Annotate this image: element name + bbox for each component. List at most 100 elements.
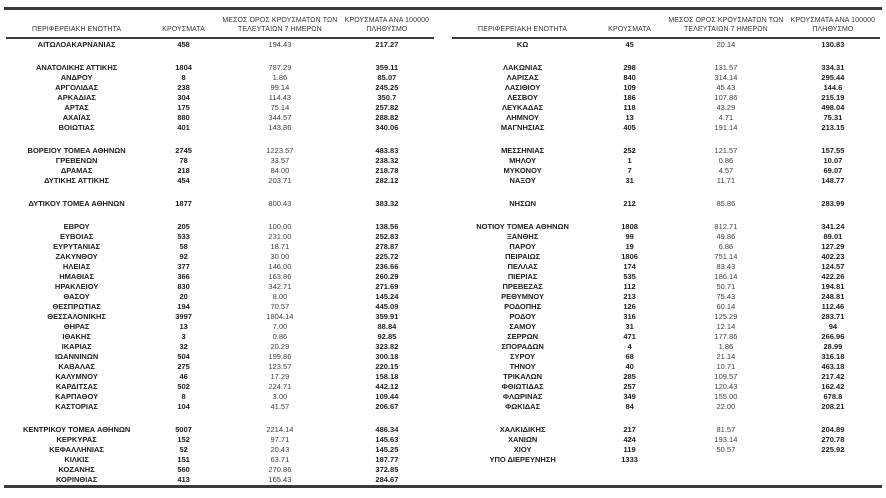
region-name: ΒΟΙΩΤΙΑΣ xyxy=(58,123,95,132)
spacer-row xyxy=(452,50,880,63)
table-row: ΠΕΛΛΑΣ 174 83.43 124.57 xyxy=(452,262,880,272)
per100k-value: 225.72 xyxy=(375,252,399,261)
cases-value: 275 xyxy=(177,362,190,371)
header-avg7: ΜΕΣΟΣ ΟΡΟΣ ΚΡΟΥΣΜΑΤΩΝ ΤΩΝ ΤΕΛΕΥΤΑΙΩΝ 7 Η… xyxy=(665,10,786,39)
per100k-value: 323.82 xyxy=(375,342,399,351)
cases-value: 152 xyxy=(177,435,190,444)
region-name: ΠΙΕΡΙΑΣ xyxy=(507,272,538,281)
per100k-value: 341.24 xyxy=(821,222,845,231)
region-name: ΧΙΟΥ xyxy=(513,445,532,454)
cases-value: 7 xyxy=(627,166,632,175)
table-row: ΜΑΓΝΗΣΙΑΣ 405 191.14 213.15 xyxy=(452,123,880,133)
region-name: ΚΟΡΙΝΘΙΑΣ xyxy=(55,475,98,484)
cases-value: 840 xyxy=(623,73,636,82)
cases-value: 5007 xyxy=(175,425,192,434)
per100k-value: 158.18 xyxy=(375,372,399,381)
table-row: ΙΚΑΡΙΑΣ 32 20.29 323.82 xyxy=(6,342,434,352)
table-row: ΔΡΑΜΑΣ 218 84.00 218.78 xyxy=(6,166,434,176)
table-row: ΙΩΑΝΝΙΝΩΝ 504 199.86 300.18 xyxy=(6,352,434,362)
table-row: ΚΟΡΙΝΘΙΑΣ 413 165.43 284.67 xyxy=(6,475,434,485)
region-name: ΚΑΡΔΙΤΣΑΣ xyxy=(55,382,98,391)
avg7-value: 194.43 xyxy=(268,40,292,49)
region-name: ΓΡΕΒΕΝΩΝ xyxy=(55,156,98,165)
avg7-value: 100.00 xyxy=(268,222,292,231)
cases-value: 1333 xyxy=(621,455,638,464)
cases-value: 298 xyxy=(623,63,636,72)
avg7-value: 146.00 xyxy=(268,262,292,271)
region-name: ΚΑΣΤΟΡΙΑΣ xyxy=(55,402,98,411)
table-row: ΛΗΜΝΟΥ 13 4.71 75.31 xyxy=(452,113,880,123)
region-name: ΞΑΝΘΗΣ xyxy=(506,232,539,241)
cases-value: 109 xyxy=(623,83,636,92)
table-row: ΕΥΡΥΤΑΝΙΑΣ 58 18.71 278.87 xyxy=(6,242,434,252)
table-row: ΣΑΜΟΥ 31 12.14 94 xyxy=(452,322,880,332)
per100k-value: 124.57 xyxy=(821,262,845,271)
avg7-value: 1.86 xyxy=(272,73,288,82)
cases-value: 45 xyxy=(625,40,634,49)
region-name: ΑΝΔΡΟΥ xyxy=(60,73,93,82)
table-row: ΑΙΤΩΛΟΑΚΑΡΝΑΝΙΑΣ 458 194.43 217.27 xyxy=(6,38,434,50)
table-row: ΛΑΣΙΘΙΟΥ 109 45.43 144.6 xyxy=(452,83,880,93)
cases-value: 405 xyxy=(623,123,636,132)
per100k-value: 157.55 xyxy=(821,146,845,155)
region-name: ΚΩ xyxy=(516,40,529,49)
avg7-value: 114.43 xyxy=(268,93,292,102)
table-row: ΘΕΣΣΑΛΟΝΙΚΗΣ 3997 1804.14 359.91 xyxy=(6,312,434,322)
region-name: ΑΡΤΑΣ xyxy=(64,103,89,112)
table-row: ΝΗΣΩΝ 212 85.86 283.99 xyxy=(452,199,880,209)
spacer-cell xyxy=(452,50,880,63)
spacer-row xyxy=(452,133,880,146)
per100k-value: 257.82 xyxy=(375,103,399,112)
cases-value: 533 xyxy=(177,232,190,241)
region-name: ΕΥΡΥΤΑΝΙΑΣ xyxy=(53,242,101,251)
spacer-row xyxy=(452,412,880,425)
region-name: ΙΩΑΝΝΙΝΩΝ xyxy=(54,352,99,361)
table-row: ΛΑΚΩΝΙΑΣ 298 131.57 334.31 xyxy=(452,63,880,73)
cases-value: 112 xyxy=(623,282,636,291)
table-row: ΑΡΚΑΔΙΑΣ 304 114.43 350.7 xyxy=(6,93,434,103)
per100k-value: 218.78 xyxy=(375,166,399,175)
cases-value: 119 xyxy=(623,445,636,454)
per100k-value: 236.66 xyxy=(375,262,399,271)
region-name: ΜΗΛΟΥ xyxy=(509,156,537,165)
header-region: ΠΕΡΙΦΕΡΕΙΑΚΗ ΕΝΟΤΗΤΑ xyxy=(452,10,594,39)
spacer-cell xyxy=(6,133,434,146)
region-name: ΛΗΜΝΟΥ xyxy=(506,113,539,122)
spacer-cell xyxy=(6,186,434,199)
cases-value: 413 xyxy=(177,475,190,484)
table-body-0: ΑΙΤΩΛΟΑΚΑΡΝΑΝΙΑΣ 458 194.43 217.27 ΑΝΑΤΟΛΙΚΗ… xyxy=(6,38,434,485)
avg7-value: 70.57 xyxy=(270,302,290,311)
per100k-value: 284.67 xyxy=(375,475,399,484)
cases-value: 84 xyxy=(625,402,634,411)
region-name: ΛΕΣΒΟΥ xyxy=(507,93,538,102)
per100k-value: 85.07 xyxy=(377,73,397,82)
per100k-value: 270.78 xyxy=(821,435,845,444)
table-row: ΘΕΣΠΡΩΤΙΑΣ 194 70.57 445.09 xyxy=(6,302,434,312)
cases-value: 46 xyxy=(179,372,188,381)
per100k-value: 28.99 xyxy=(823,342,843,351)
region-name: ΜΕΣΣΗΝΙΑΣ xyxy=(501,146,545,155)
spacer-row xyxy=(6,186,434,199)
region-name: ΑΝΑΤΟΛΙΚΗΣ ΑΤΤΙΚΗΣ xyxy=(35,63,118,72)
table-row: ΑΝΔΡΟΥ 8 1.86 85.07 xyxy=(6,73,434,83)
per100k-value xyxy=(786,455,880,465)
regional-cases-tables: ΠΕΡΙΦΕΡΕΙΑΚΗ ΕΝΟΤΗΤΑ ΚΡΟΥΣΜΑΤΑ ΜΕΣΟΣ ΟΡΟ… xyxy=(4,7,882,488)
per100k-value: 483.83 xyxy=(375,146,399,155)
per100k-value: 138.56 xyxy=(375,222,399,231)
avg7-value: 63.71 xyxy=(270,455,290,464)
cases-value: 99 xyxy=(625,232,634,241)
per100k-value: 260.29 xyxy=(375,272,399,281)
per100k-value: 92.85 xyxy=(377,332,397,341)
region-name: ΚΕΡΚΥΡΑΣ xyxy=(56,435,97,444)
avg7-value: 81.57 xyxy=(716,425,736,434)
table-row: ΚΩ 45 20.14 130.83 xyxy=(452,38,880,50)
cases-value: 8 xyxy=(181,73,186,82)
avg7-value: 231.00 xyxy=(268,232,292,241)
avg7-value: 49.86 xyxy=(716,232,736,241)
avg7-value: 8.00 xyxy=(272,292,288,301)
per100k-value: 89.01 xyxy=(823,232,843,241)
avg7-value: 41.57 xyxy=(270,402,290,411)
region-name: ΛΑΡΙΣΑΣ xyxy=(506,73,539,82)
avg7-value: 75.43 xyxy=(716,292,736,301)
avg7-value: 1804.14 xyxy=(266,312,294,321)
